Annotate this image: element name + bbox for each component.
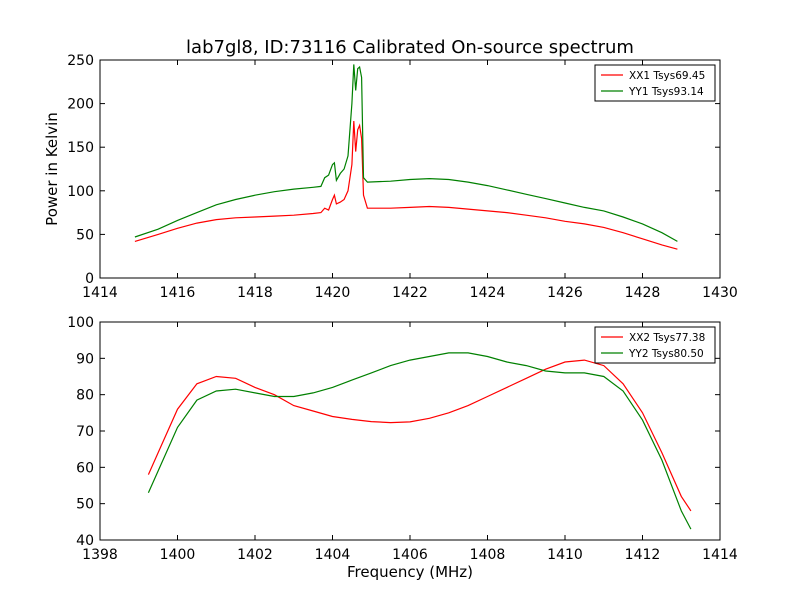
x-tick-label: 1414 [82,285,118,301]
x-tick-label: 1406 [392,547,428,563]
series-line-2-1 [147,359,692,512]
legend-label: YY1 Tsys93.14 [628,86,704,98]
y-tick-label: 40 [76,533,94,549]
x-tick-label: 1422 [392,285,428,301]
x-tick-label: 1398 [82,547,118,563]
legend-2: XX2 Tsys77.38 YY2 Tsys80.50 [594,326,716,364]
x-tick-label: 1404 [315,547,351,563]
y-axis-label-top: Power in Kelvin [43,112,61,226]
series-line-1-2 [134,64,678,242]
legend-label: XX2 Tsys77.38 [629,332,705,344]
y-tick-label: 150 [67,140,94,156]
x-tick-label: 1430 [702,285,738,301]
x-axis-label-bottom: Frequency (MHz) [347,563,473,581]
chart-title: lab7gl8, ID:73116 Calibrated On-source s… [186,37,634,58]
legend-1: XX1 Tsys69.45 YY1 Tsys93.14 [594,64,716,102]
series-line-1-1 [134,120,678,250]
x-tick-label: 1402 [237,547,273,563]
y-tick-label: 0 [85,271,94,287]
x-tick-label: 1426 [547,285,583,301]
y-tick-label: 50 [76,227,94,243]
y-tick-label: 100 [67,315,94,331]
x-tick-label: 1408 [470,547,506,563]
y-tick-label: 70 [76,424,94,440]
x-tick-label: 1410 [547,547,583,563]
y-tick-label: 80 [76,388,94,404]
x-tick-label: 1416 [160,285,196,301]
x-tick-label: 1400 [160,547,196,563]
x-tick-label: 1414 [702,547,738,563]
x-tick-label: 1420 [315,285,351,301]
legend-box [594,64,716,102]
series-line-2-2 [147,352,692,530]
x-tick-label: 1424 [470,285,506,301]
x-tick-label: 1428 [625,285,661,301]
subplot-1: 1414 1416 1418 1420 1422 1424 1426 1428 1430 0 50 1… [67,53,738,301]
legend-label: YY2 Tsys80.50 [628,348,704,360]
x-tick-label: 1418 [237,285,273,301]
y-tick-label: 50 [76,497,94,513]
plot-layer: 1414 1416 1418 1420 1422 1424 1426 1428 14300501… [67,53,738,563]
subplot-2: 1398 1400 1402 1404 1406 1408 1410 1412 1414 40 50… [67,315,738,563]
legend-box [594,326,716,364]
legend-label: XX1 Tsys69.45 [629,70,705,82]
x-tick-label: 1412 [625,547,661,563]
y-tick-label: 250 [67,53,94,69]
y-tick-label: 200 [67,97,94,113]
y-tick-label: 60 [76,460,94,476]
y-tick-label: 100 [67,184,94,200]
y-tick-label: 90 [76,351,94,367]
